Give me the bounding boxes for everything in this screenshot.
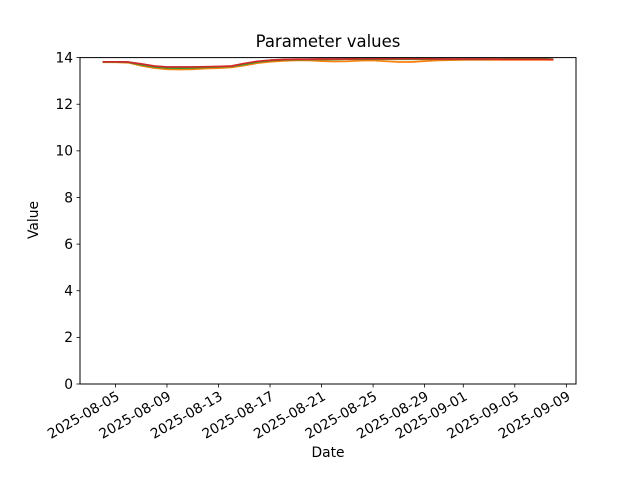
chart-title: Parameter values bbox=[256, 32, 401, 51]
x-axis-label: Date bbox=[312, 445, 345, 461]
y-tick-label: 0 bbox=[64, 377, 73, 393]
plot-area: 024681012142025-08-052025-08-092025-08-1… bbox=[45, 50, 577, 443]
y-tick-label: 2 bbox=[64, 330, 73, 346]
y-axis-label: Value bbox=[26, 201, 42, 239]
y-tick-label: 14 bbox=[55, 50, 73, 66]
y-tick-label: 6 bbox=[64, 237, 73, 253]
y-tick-label: 8 bbox=[64, 190, 73, 206]
axes-frame bbox=[79, 57, 577, 385]
y-tick-label: 10 bbox=[55, 144, 73, 160]
y-tick-label: 4 bbox=[64, 284, 73, 300]
series-line-param-red bbox=[102, 57, 554, 68]
y-tick-label: 12 bbox=[55, 97, 73, 113]
